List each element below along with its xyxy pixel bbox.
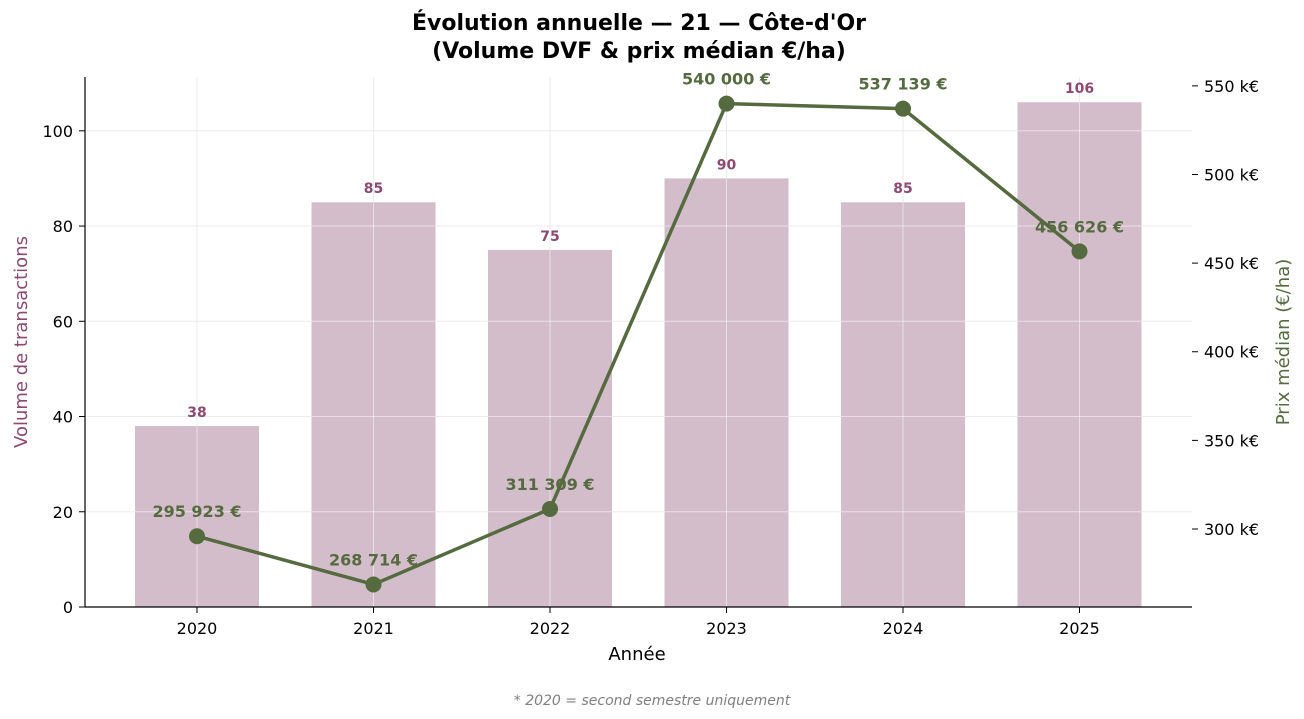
price-marker-2023	[718, 95, 735, 112]
x-tick-label-2023: 2023	[706, 619, 747, 638]
bar-value-label-2024: 85	[893, 181, 912, 197]
price-marker-2022	[542, 500, 558, 517]
chart-title-line-2: (Volume DVF & prix médian €/ha)	[432, 39, 846, 64]
bar-value-label-2021: 85	[364, 181, 383, 197]
price-value-label-2025: 456 626 €	[1035, 217, 1124, 236]
y-right-tick-label-400000: 400 k€	[1204, 343, 1259, 362]
y-axis-right-label: Prix médian (€/ha)	[1273, 259, 1294, 426]
y-right-tick-label-500000: 500 k€	[1204, 165, 1259, 184]
y-right-tick-label-350000: 350 k€	[1204, 431, 1259, 450]
chart-title-line-1: Évolution annuelle — 21 — Côte-d'Or	[412, 10, 866, 36]
y-right-tick-label-300000: 300 k€	[1204, 520, 1259, 539]
y-left-tick-label-60: 60	[53, 312, 73, 331]
y-left-tick-label-100: 100	[42, 122, 73, 141]
x-tick-label-2022: 2022	[530, 619, 571, 638]
y-right-tick-label-450000: 450 k€	[1204, 254, 1259, 273]
y-left-tick-label-80: 80	[53, 217, 73, 236]
x-axis-label: Année	[608, 644, 665, 665]
x-tick-label-2025: 2025	[1059, 619, 1100, 638]
price-value-label-2022: 311 309 €	[505, 475, 594, 494]
line-layer	[189, 95, 1088, 593]
price-marker-2020	[189, 528, 205, 545]
price-value-label-2023: 540 000 €	[682, 70, 771, 89]
price-marker-2025	[1071, 243, 1088, 260]
price-value-label-2024: 537 139 €	[858, 75, 947, 94]
y-right-tick-label-550000: 550 k€	[1204, 77, 1259, 96]
bar-value-label-2020: 38	[187, 405, 206, 421]
price-marker-2021	[365, 576, 382, 593]
axes-layer: 0 20 40 60 80 100 300 k€ 350 k€ 400 k€ 450 k€ 500 …	[42, 77, 1259, 638]
y-axis-left-label: Volume de transactions	[11, 236, 32, 448]
price-value-label-2021: 268 714 €	[329, 550, 418, 569]
y-left-tick-label-40: 40	[53, 408, 73, 427]
bar-value-label-2022: 75	[540, 229, 559, 245]
labels-layer: 38 85 75 90 85 106 295 923 € 268 714 € 311 309 €…	[152, 70, 1124, 570]
x-tick-label-2024: 2024	[883, 619, 924, 638]
y-left-tick-label-0: 0	[63, 598, 73, 617]
price-line	[196, 101, 1081, 587]
price-marker-2024	[895, 100, 911, 117]
footnote: * 2020 = second semestre uniquement	[514, 693, 791, 709]
y-left-tick-label-20: 20	[53, 503, 73, 522]
bar-value-label-2025: 106	[1065, 81, 1094, 97]
bar-value-label-2023: 90	[717, 157, 737, 173]
price-value-label-2020: 295 923 €	[152, 502, 241, 521]
x-tick-label-2021: 2021	[353, 619, 394, 638]
bars-layer	[135, 102, 1142, 607]
x-tick-label-2020: 2020	[177, 619, 218, 638]
